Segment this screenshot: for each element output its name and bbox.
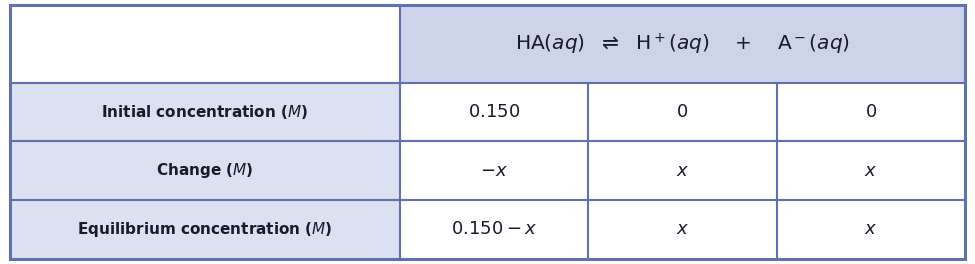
Text: $\mathbf{Change\ (}$$\mathbf{\mathit{M}}\mathbf{)}$: $\mathbf{Change\ (}$$\mathbf{\mathit{M}}… xyxy=(156,161,254,180)
Bar xyxy=(10,83,400,141)
Text: $-x$: $-x$ xyxy=(480,162,508,180)
Text: $0.150 - x$: $0.150 - x$ xyxy=(450,220,537,238)
Bar xyxy=(400,83,965,141)
Text: $x$: $x$ xyxy=(676,220,689,238)
Text: $0$: $0$ xyxy=(865,103,878,121)
Text: $0$: $0$ xyxy=(677,103,688,121)
Text: $\mathsf{HA}$($\mathit{aq}$)  $\rightleftharpoons$  $\mathsf{H}^+$($\mathit{aq}$: $\mathsf{HA}$($\mathit{aq}$) $\rightleft… xyxy=(515,31,850,56)
Text: $\mathbf{Equilibrium\ concentration\ (}$$\mathbf{\mathit{M}}\mathbf{)}$: $\mathbf{Equilibrium\ concentration\ (}$… xyxy=(77,220,332,239)
Text: $0.150$: $0.150$ xyxy=(468,103,520,121)
Text: $x$: $x$ xyxy=(865,162,878,180)
Bar xyxy=(10,200,400,259)
Text: $x$: $x$ xyxy=(865,220,878,238)
Bar xyxy=(10,5,400,83)
Bar xyxy=(400,5,965,83)
Bar xyxy=(10,141,400,200)
Text: $\mathbf{Initial\ concentration\ (}$$\mathbf{\mathit{M}}\mathbf{)}$: $\mathbf{Initial\ concentration\ (}$$\ma… xyxy=(101,103,308,121)
Text: $x$: $x$ xyxy=(676,162,689,180)
Bar xyxy=(400,200,965,259)
Bar xyxy=(400,141,965,200)
